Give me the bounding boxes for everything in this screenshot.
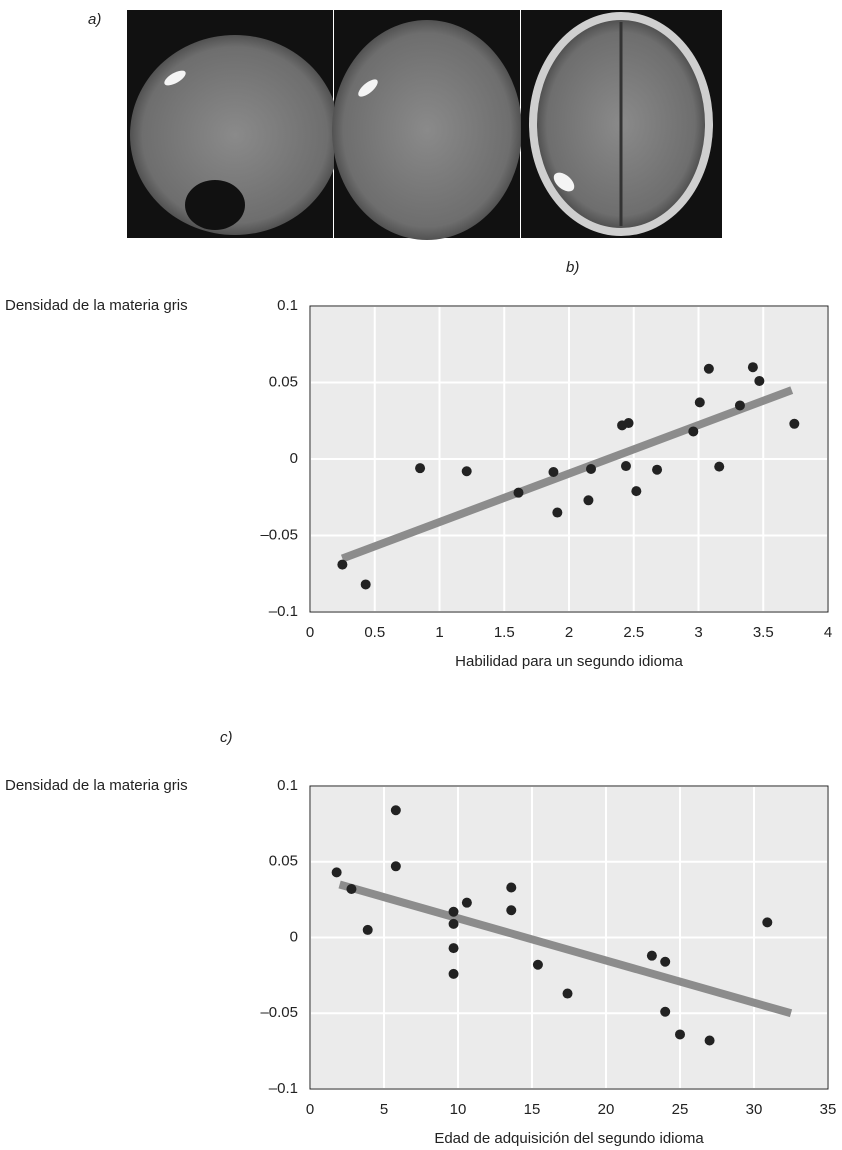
point: [390, 805, 401, 816]
x-tick-label: 2: [565, 624, 573, 641]
brain-shadow: [185, 180, 245, 230]
y-axis-label: Densidad de la materia gris: [5, 777, 188, 794]
x-tick-label: 0: [306, 624, 314, 641]
point: [762, 917, 773, 928]
y-tick-label: 0.05: [269, 853, 298, 870]
highlight: [553, 172, 575, 192]
point: [448, 943, 459, 954]
y-tick-label: 0.1: [277, 297, 298, 314]
point: [461, 897, 472, 908]
point: [506, 905, 517, 916]
point: [548, 467, 559, 478]
point: [415, 463, 426, 474]
x-axis-label: Edad de adquisición del segundo idioma: [434, 1130, 704, 1147]
point: [646, 950, 657, 961]
x-tick-label: 0.5: [364, 624, 385, 641]
point: [734, 400, 745, 411]
panel-label: a): [88, 11, 101, 28]
panel-label: b): [566, 259, 579, 276]
point: [552, 507, 563, 518]
point: [346, 884, 357, 895]
panel-label: c): [220, 729, 233, 746]
y-tick-label: –0.05: [260, 526, 298, 543]
x-tick-label: 1.5: [494, 624, 515, 641]
x-tick-label: 25: [672, 1101, 689, 1118]
y-tick-label: 0: [290, 450, 298, 467]
point: [623, 418, 634, 429]
y-tick-label: 0.1: [277, 777, 298, 794]
x-tick-label: 4: [824, 624, 832, 641]
point: [631, 486, 642, 497]
brain-images: [127, 10, 722, 240]
point: [562, 988, 573, 999]
y-tick-label: –0.1: [269, 1080, 298, 1097]
x-tick-label: 30: [746, 1101, 763, 1118]
point: [506, 882, 517, 893]
trend-line: [338, 880, 793, 1018]
x-tick-label: 3.5: [753, 624, 774, 641]
x-axis-label: Habilidad para un segundo idioma: [455, 653, 683, 670]
point: [620, 461, 631, 472]
point: [448, 918, 459, 929]
point: [747, 362, 758, 373]
point: [694, 397, 705, 408]
point: [390, 861, 401, 872]
point: [688, 426, 699, 437]
plot-frame: [309, 785, 829, 1090]
trend-line: [340, 386, 794, 563]
highlight: [358, 79, 378, 97]
point: [586, 463, 597, 474]
point: [461, 466, 472, 477]
point: [703, 363, 714, 374]
x-tick-label: 15: [524, 1101, 541, 1118]
x-tick-label: 2.5: [623, 624, 644, 641]
y-tick-label: 0.05: [269, 373, 298, 390]
x-tick-label: 0: [306, 1101, 314, 1118]
x-tick-label: 10: [450, 1101, 467, 1118]
y-tick-label: 0: [290, 928, 298, 945]
point: [660, 956, 671, 967]
point: [448, 906, 459, 917]
x-tick-label: 1: [435, 624, 443, 641]
y-axis-label: Densidad de la materia gris: [5, 297, 188, 314]
point: [704, 1035, 715, 1046]
point: [360, 579, 371, 590]
point: [675, 1029, 685, 1040]
point: [362, 924, 373, 935]
point: [532, 959, 543, 970]
point: [652, 464, 663, 475]
x-tick-label: 5: [380, 1101, 388, 1118]
point: [789, 418, 800, 429]
point: [448, 968, 459, 979]
point: [337, 559, 348, 570]
x-tick-label: 35: [820, 1101, 837, 1118]
point: [583, 495, 594, 506]
point: [331, 867, 342, 878]
y-tick-label: –0.1: [269, 603, 298, 620]
point: [513, 487, 524, 498]
brain-slice: [130, 35, 340, 235]
point: [714, 461, 725, 472]
plot-frame: [309, 305, 829, 613]
x-tick-label: 20: [598, 1101, 615, 1118]
highlight: [164, 70, 186, 86]
y-tick-label: –0.05: [260, 1004, 298, 1021]
point: [754, 375, 765, 386]
brain-slice: [332, 20, 522, 240]
point: [660, 1006, 671, 1017]
x-tick-label: 3: [694, 624, 702, 641]
